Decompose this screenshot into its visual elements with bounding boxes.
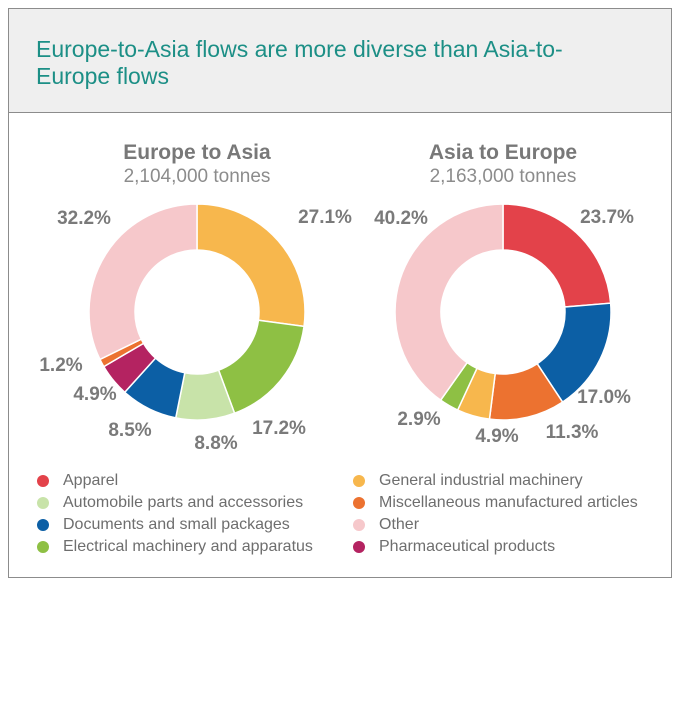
slice-label-auto: 8.8% (194, 433, 237, 454)
legend-item-other: Other (353, 515, 419, 535)
legend-swatch (353, 497, 365, 509)
header: Europe-to-Asia flows are more diverse th… (9, 9, 671, 113)
slice-label-other: 40.2% (374, 208, 428, 229)
pie-slice-general (196, 203, 306, 328)
slice-label-documents: 17.0% (577, 387, 631, 408)
legend-swatch (353, 519, 365, 531)
legend: Apparel Automobile parts and accessories D… (37, 471, 677, 559)
pie-slice-electrical (217, 319, 305, 415)
slice-label-electrical: 2.9% (397, 409, 440, 430)
chart-title: Europe to Asia (123, 141, 271, 164)
slice-label-electrical: 17.2% (252, 418, 306, 439)
pie-slice-other (88, 203, 198, 361)
legend-label: Documents and small packages (63, 516, 290, 533)
slice-label-general: 4.9% (475, 426, 518, 447)
chart-subtitle: 2,163,000 tonnes (430, 166, 577, 187)
legend-item-general: General industrial machinery (353, 471, 583, 491)
legend-item-pharma: Pharmaceutical products (353, 537, 555, 557)
legend-label: General industrial machinery (379, 472, 583, 489)
chart-panel: Europe-to-Asia flows are more diverse th… (8, 8, 672, 578)
legend-label: Apparel (63, 472, 119, 489)
legend-label: Electrical machinery and apparatus (63, 538, 313, 555)
slice-label-apparel: 23.7% (580, 207, 634, 228)
legend-swatch (37, 541, 49, 553)
legend-item-apparel: Apparel (37, 471, 118, 491)
chart-title: Asia to Europe (429, 141, 577, 164)
slice-label-pharma: 4.9% (73, 384, 116, 405)
legend-swatch (37, 497, 49, 509)
legend-item-auto: Automobile parts and accessories (37, 493, 303, 513)
legend-label: Pharmaceutical products (379, 538, 556, 555)
legend-label: Automobile parts and accessories (63, 494, 304, 511)
legend-swatch (37, 475, 49, 487)
legend-swatch (353, 541, 365, 553)
pie-slice-other (394, 203, 504, 402)
legend-item-electrical: Electrical machinery and apparatus (37, 537, 313, 557)
page-title: Europe-to-Asia flows are more diverse th… (36, 36, 563, 89)
legend-swatch (37, 519, 49, 531)
slice-label-misc: 1.2% (39, 355, 82, 376)
slice-label-general: 27.1% (298, 207, 352, 228)
legend-label: Other (379, 516, 420, 533)
legend-label: Miscellaneous manufactured articles (379, 494, 638, 511)
slice-label-misc: 11.3% (546, 422, 599, 443)
legend-item-misc: Miscellaneous manufactured articles (353, 493, 638, 513)
legend-swatch (353, 475, 365, 487)
slice-label-other: 32.2% (57, 208, 111, 229)
chart-subtitle: 2,104,000 tonnes (124, 166, 271, 187)
legend-item-documents: Documents and small packages (37, 515, 290, 535)
slice-label-documents: 8.5% (108, 420, 151, 441)
